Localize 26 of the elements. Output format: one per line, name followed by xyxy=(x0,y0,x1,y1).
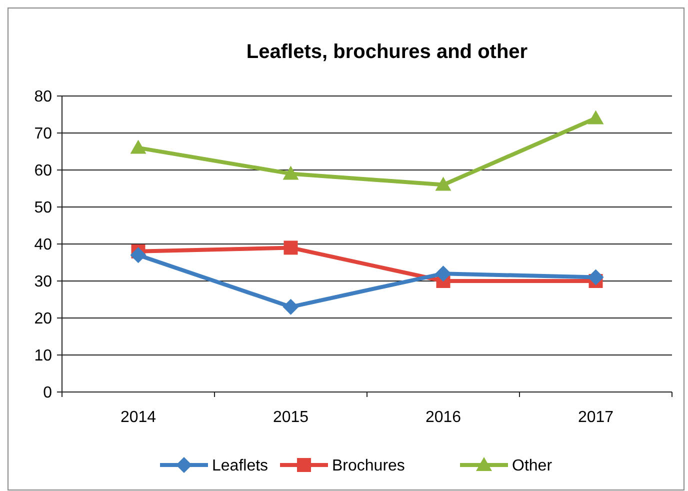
y-tick-label: 30 xyxy=(34,274,52,291)
point xyxy=(588,269,604,286)
chart-title: Leaflets, brochures and other xyxy=(246,41,528,63)
point xyxy=(282,298,299,315)
x-tick-label: 2014 xyxy=(120,409,156,426)
x-tick-label: 2016 xyxy=(425,409,462,426)
legend-label: Leaflets xyxy=(212,458,268,475)
point xyxy=(435,176,452,191)
y-tick-label: 0 xyxy=(43,384,52,402)
y-tick-label: 50 xyxy=(34,200,52,217)
x-tick-label: 2015 xyxy=(272,409,309,426)
point xyxy=(130,247,146,264)
y-tick-label: 60 xyxy=(34,162,52,180)
point xyxy=(284,240,298,255)
point xyxy=(130,140,146,154)
point xyxy=(588,110,604,124)
y-tick-label: 20 xyxy=(34,310,52,328)
x-tick-label: 2017 xyxy=(578,409,614,426)
y-tick-label: 80 xyxy=(34,88,52,106)
y-tick-label: 10 xyxy=(34,348,52,365)
legend-label: Brochures xyxy=(332,458,405,475)
legend-label: Other xyxy=(512,458,553,475)
y-tick-label: 70 xyxy=(34,126,52,143)
point xyxy=(435,266,452,282)
y-tick-label: 40 xyxy=(34,236,52,254)
point xyxy=(282,166,299,180)
